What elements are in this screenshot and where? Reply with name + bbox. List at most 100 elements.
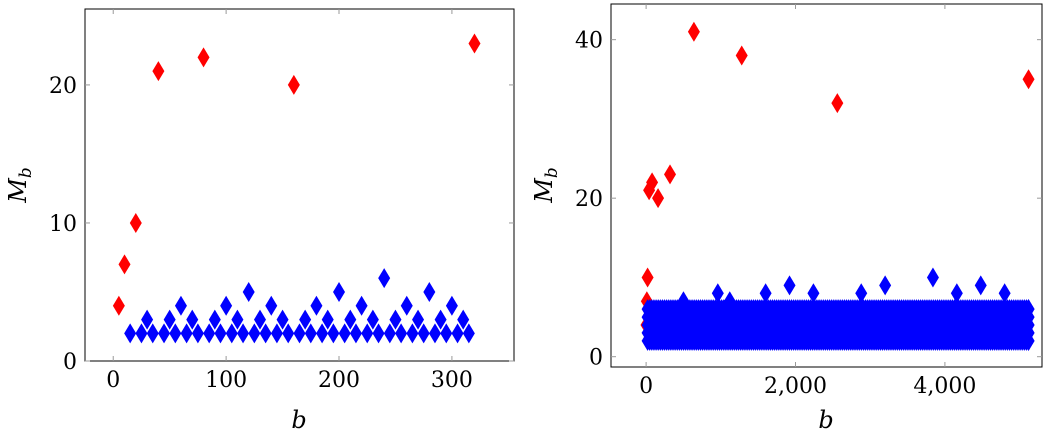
- chart-left-marks: [112, 33, 481, 344]
- data-point: [711, 283, 724, 304]
- x-tick-label: 0: [639, 374, 653, 399]
- data-point: [926, 267, 939, 288]
- data-point: [129, 212, 142, 233]
- chart-left: 0 100 200 300 0 10 20 b Mb: [4, 8, 515, 434]
- data-point: [158, 323, 171, 344]
- data-point: [237, 323, 250, 344]
- chart-left-ylabel-sub: b: [16, 167, 36, 178]
- chart-right-frame: [610, 3, 1043, 368]
- data-point: [231, 309, 244, 330]
- data-point: [135, 323, 148, 344]
- data-point: [434, 309, 447, 330]
- y-tick-label: 0: [589, 346, 603, 371]
- data-point: [783, 275, 796, 296]
- data-point: [259, 323, 272, 344]
- data-point: [293, 323, 306, 344]
- data-point: [735, 45, 748, 66]
- data-point: [428, 323, 441, 344]
- data-point: [214, 323, 227, 344]
- data-point: [395, 323, 408, 344]
- data-point: [412, 309, 425, 330]
- y-tick-label: 10: [49, 212, 77, 237]
- data-point: [457, 309, 470, 330]
- chart-right-ticks: 0 2,000 4,000 0 20 40: [575, 4, 1042, 399]
- chart-right-ylabel: Mb: [530, 167, 562, 203]
- data-point: [451, 323, 464, 344]
- data-point: [759, 283, 772, 304]
- data-point: [349, 323, 362, 344]
- data-point: [423, 281, 436, 302]
- y-tick-label: 40: [575, 29, 603, 54]
- y-tick-label: 20: [575, 187, 603, 212]
- data-point: [208, 309, 221, 330]
- data-point: [304, 323, 317, 344]
- chart-left-ylabel-main: M: [4, 177, 32, 204]
- data-point: [270, 323, 283, 344]
- data-point: [186, 309, 199, 330]
- x-tick-label: 200: [318, 368, 360, 393]
- data-point: [652, 188, 665, 209]
- data-point: [299, 309, 312, 330]
- data-point: [361, 323, 374, 344]
- data-point: [440, 323, 453, 344]
- data-point: [225, 323, 238, 344]
- chart-left-xlabel: b: [291, 406, 306, 434]
- data-point: [687, 21, 700, 42]
- data-point: [112, 295, 125, 316]
- data-point: [203, 323, 216, 344]
- data-point: [169, 323, 182, 344]
- data-point: [855, 283, 868, 304]
- data-point: [180, 323, 193, 344]
- data-point: [124, 323, 137, 344]
- data-point: [338, 323, 351, 344]
- data-point: [333, 281, 346, 302]
- chart-left-frame: [84, 8, 515, 362]
- data-point: [417, 323, 430, 344]
- data-point: [372, 323, 385, 344]
- data-point: [316, 323, 329, 344]
- data-point: [807, 283, 820, 304]
- data-point: [406, 323, 419, 344]
- data-point: [383, 323, 396, 344]
- data-point: [163, 309, 176, 330]
- data-point: [998, 283, 1011, 304]
- chart-right-marks: [640, 21, 1035, 351]
- data-point: [355, 295, 368, 316]
- data-point: [664, 164, 677, 185]
- x-tick-label: 0: [106, 368, 120, 393]
- x-tick-label: 4,000: [913, 374, 976, 399]
- data-point: [1022, 69, 1035, 90]
- data-point: [646, 172, 659, 193]
- data-point: [462, 323, 475, 344]
- data-point: [242, 281, 255, 302]
- data-point: [641, 267, 654, 288]
- data-point: [248, 323, 261, 344]
- chart-left-ylabel: Mb: [4, 167, 36, 203]
- data-point: [321, 309, 334, 330]
- data-point: [141, 309, 154, 330]
- x-tick-label: 100: [205, 368, 247, 393]
- y-tick-label: 0: [63, 350, 77, 375]
- data-point: [344, 309, 357, 330]
- data-point: [152, 61, 165, 82]
- chart-right-ylabel-sub: b: [542, 167, 562, 178]
- data-point: [310, 295, 323, 316]
- data-point: [276, 309, 289, 330]
- data-point: [445, 295, 458, 316]
- data-point: [146, 323, 159, 344]
- data-point: [378, 268, 391, 289]
- data-point: [468, 33, 481, 54]
- data-point: [677, 291, 690, 312]
- data-point: [220, 295, 233, 316]
- data-point: [118, 254, 131, 275]
- chart-right-xlabel: b: [818, 406, 833, 434]
- data-point: [389, 309, 402, 330]
- data-point: [327, 323, 340, 344]
- data-point: [191, 323, 204, 344]
- data-point: [287, 74, 300, 95]
- chart-right: 0 2,000 4,000 0 20 40 b Mb: [530, 3, 1043, 434]
- x-tick-label: 300: [431, 368, 473, 393]
- data-point: [265, 295, 278, 316]
- x-tick-label: 2,000: [764, 374, 827, 399]
- data-point: [197, 47, 210, 68]
